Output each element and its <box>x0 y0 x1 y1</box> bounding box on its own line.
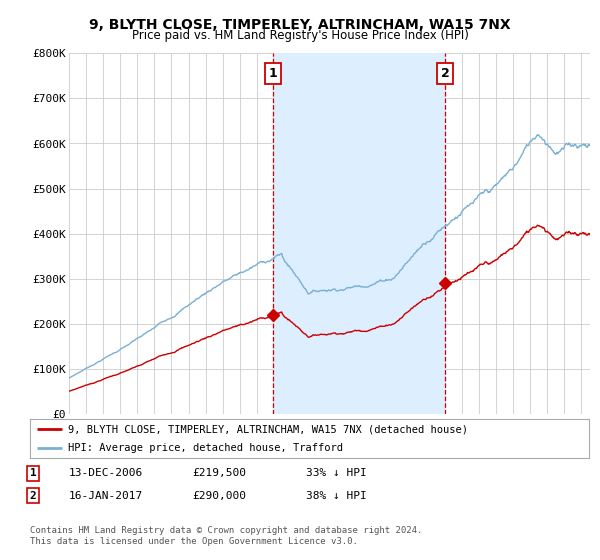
Text: HPI: Average price, detached house, Trafford: HPI: Average price, detached house, Traf… <box>68 442 343 452</box>
Text: Contains HM Land Registry data © Crown copyright and database right 2024.
This d: Contains HM Land Registry data © Crown c… <box>30 526 422 546</box>
Text: 2: 2 <box>29 491 37 501</box>
Text: Price paid vs. HM Land Registry's House Price Index (HPI): Price paid vs. HM Land Registry's House … <box>131 29 469 42</box>
Text: 1: 1 <box>29 468 37 478</box>
Text: 9, BLYTH CLOSE, TIMPERLEY, ALTRINCHAM, WA15 7NX: 9, BLYTH CLOSE, TIMPERLEY, ALTRINCHAM, W… <box>89 18 511 32</box>
Text: 33% ↓ HPI: 33% ↓ HPI <box>306 468 367 478</box>
Text: 16-JAN-2017: 16-JAN-2017 <box>69 491 143 501</box>
Text: 2: 2 <box>441 67 450 80</box>
Text: 38% ↓ HPI: 38% ↓ HPI <box>306 491 367 501</box>
Text: 9, BLYTH CLOSE, TIMPERLEY, ALTRINCHAM, WA15 7NX (detached house): 9, BLYTH CLOSE, TIMPERLEY, ALTRINCHAM, W… <box>68 424 468 435</box>
Text: 1: 1 <box>269 67 278 80</box>
Text: £219,500: £219,500 <box>192 468 246 478</box>
Bar <box>273 53 445 414</box>
Text: 13-DEC-2006: 13-DEC-2006 <box>69 468 143 478</box>
Text: £290,000: £290,000 <box>192 491 246 501</box>
